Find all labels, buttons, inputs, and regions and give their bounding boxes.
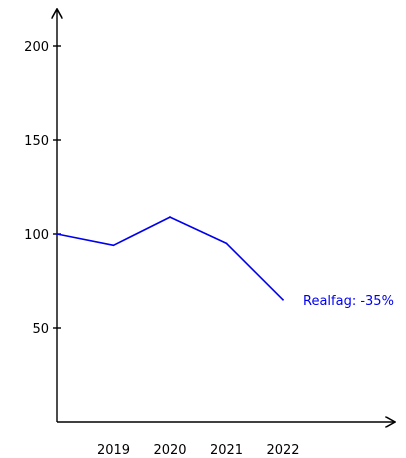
data-point <box>56 233 58 235</box>
data-point <box>282 298 284 301</box>
data-point <box>225 242 228 245</box>
data-point <box>112 244 115 247</box>
y-tick-label: 50 <box>32 322 49 337</box>
x-tick-label: 2021 <box>210 443 243 458</box>
data-point <box>169 216 171 218</box>
x-tick-label: 2020 <box>153 443 186 458</box>
x-tick-label: 2022 <box>266 443 299 458</box>
series-layer: Realfag: -35% <box>56 216 394 309</box>
y-axis-ticks: 50 100 150 200 <box>24 40 61 337</box>
series-line-realfag <box>56 216 284 301</box>
y-tick-label: 150 <box>24 134 49 149</box>
y-tick-label: 200 <box>24 40 49 55</box>
series-end-label: Realfag: -35% <box>303 294 394 309</box>
y-tick-label: 100 <box>24 228 49 243</box>
x-tick-label: 2019 <box>97 443 130 458</box>
x-axis-ticks: 2019 2020 2021 2022 <box>97 443 300 458</box>
